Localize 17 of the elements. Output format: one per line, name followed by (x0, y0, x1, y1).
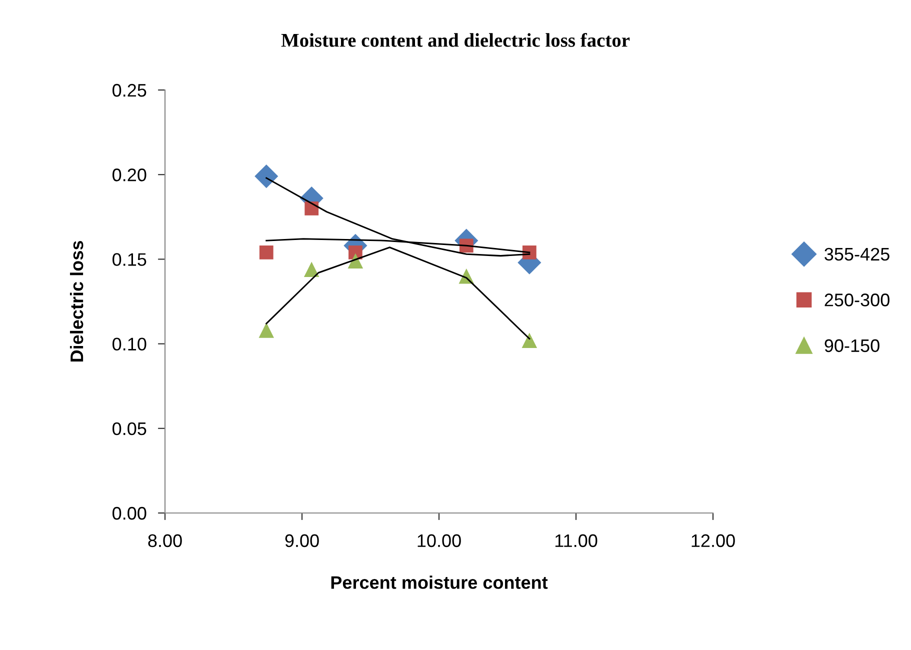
y-tick-label: 0.00 (112, 506, 146, 520)
x-tick-label: 12.00 (692, 534, 735, 548)
legend-label: 90-150 (824, 339, 880, 352)
x-tick-label: 11.00 (555, 534, 598, 548)
y-axis-title: Dielectric loss (70, 241, 84, 362)
x-tick-label: 10.00 (418, 534, 461, 548)
legend-label: 250-300 (824, 294, 890, 306)
y-tick-label: 0.15 (112, 253, 146, 266)
y-tick-label: 0.20 (112, 168, 146, 182)
legend-label: 355-425 (824, 248, 890, 261)
chart-title: Moisture content and dielectric loss factor (281, 32, 630, 47)
x-tick-label: 8.00 (148, 534, 182, 548)
y-tick-label: 0.10 (112, 338, 146, 351)
y-tick-label: 0.05 (112, 422, 146, 436)
x-axis-title: Percent moisture content (331, 576, 548, 589)
x-tick-label: 9.00 (285, 534, 319, 548)
y-tick-label: 0.25 (112, 84, 146, 97)
